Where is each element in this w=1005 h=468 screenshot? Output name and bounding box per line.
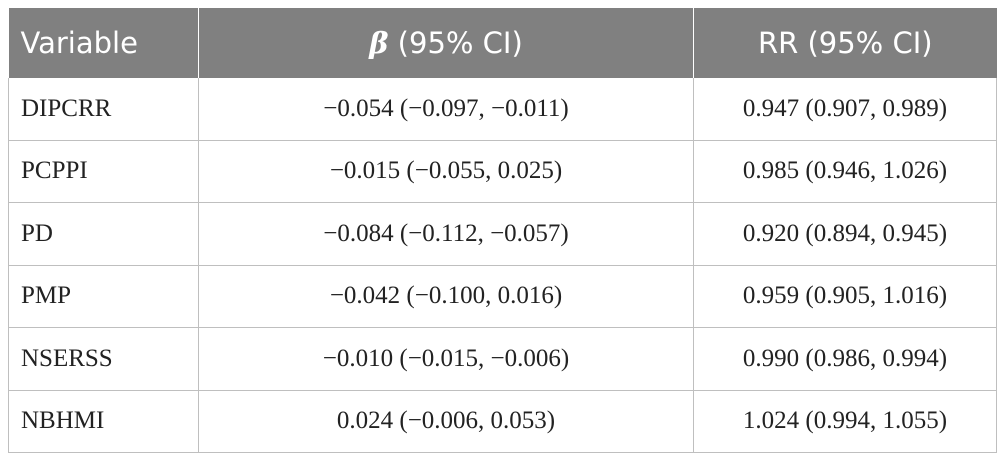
results-table-container: Variable β (95% CI) RR (95% CI) DIPCRR −… [8,8,997,453]
table-row: PMP −0.042 (−0.100, 0.016) 0.959 (0.905,… [8,265,997,328]
table-row: NSERSS −0.010 (−0.015, −0.006) 0.990 (0.… [8,327,997,391]
table-header: Variable β (95% CI) RR (95% CI) [8,8,997,78]
cell-variable: NSERSS [8,327,199,391]
table-row: PD −0.084 (−0.112, −0.057) 0.920 (0.894,… [8,202,997,266]
header-row: Variable β (95% CI) RR (95% CI) [8,8,997,78]
table-body: DIPCRR −0.054 (−0.097, −0.011) 0.947 (0.… [8,78,997,453]
beta-symbol: β [369,26,389,60]
table-row: NBHMI 0.024 (−0.006, 0.053) 1.024 (0.994… [8,390,997,453]
cell-rr: 0.985 (0.946, 1.026) [693,140,997,203]
cell-beta: −0.054 (−0.097, −0.011) [198,78,694,141]
cell-variable: PCPPI [8,140,199,203]
cell-beta: 0.024 (−0.006, 0.053) [198,390,694,453]
header-rr: RR (95% CI) [693,8,997,78]
cell-rr: 0.959 (0.905, 1.016) [693,265,997,328]
header-beta: β (95% CI) [198,8,694,78]
cell-variable: NBHMI [8,390,199,453]
cell-variable: PD [8,202,199,266]
cell-beta: −0.042 (−0.100, 0.016) [198,265,694,328]
header-variable: Variable [8,8,199,78]
cell-beta: −0.015 (−0.055, 0.025) [198,140,694,203]
cell-beta: −0.010 (−0.015, −0.006) [198,327,694,391]
cell-rr: 0.990 (0.986, 0.994) [693,327,997,391]
header-beta-ci: (95% CI) [388,26,523,60]
cell-beta: −0.084 (−0.112, −0.057) [198,202,694,266]
cell-rr: 0.920 (0.894, 0.945) [693,202,997,266]
table-row: DIPCRR −0.054 (−0.097, −0.011) 0.947 (0.… [8,78,997,141]
cell-rr: 1.024 (0.994, 1.055) [693,390,997,453]
results-table: Variable β (95% CI) RR (95% CI) DIPCRR −… [8,8,997,453]
cell-variable: DIPCRR [8,78,199,141]
cell-rr: 0.947 (0.907, 0.989) [693,78,997,141]
cell-variable: PMP [8,265,199,328]
table-row: PCPPI −0.015 (−0.055, 0.025) 0.985 (0.94… [8,140,997,203]
